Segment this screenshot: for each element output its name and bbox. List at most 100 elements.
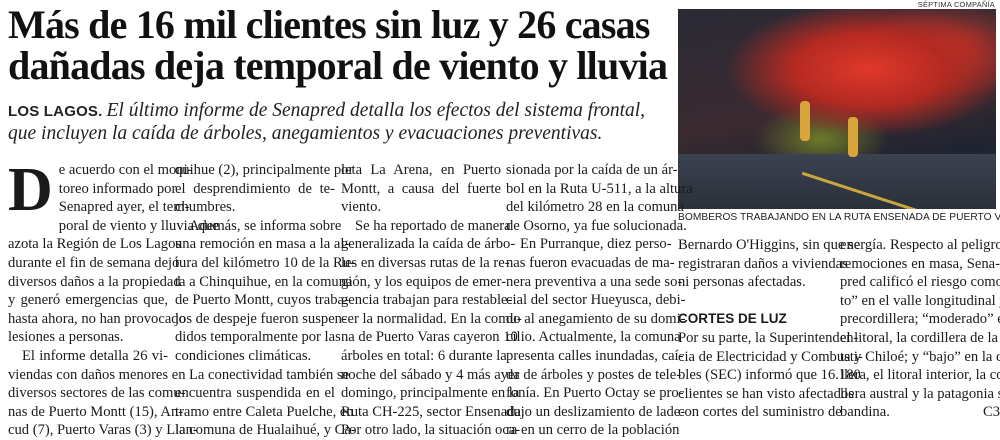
text-line: La conectividad también se: [189, 366, 350, 383]
text-line: precordillera; “moderado” en: [840, 311, 1000, 328]
column-5: Bernardo O'Higgins, sin que se registrara…: [678, 236, 863, 422]
text-line: domingo, principalmente en la: [341, 385, 520, 402]
text-line: En Purranque, diez perso-: [520, 236, 672, 253]
subhead: CORTES DE LUZ: [678, 311, 787, 327]
text-line: Se ha reportado de manera: [355, 217, 511, 234]
text-line: azota la Región de Los Lagos: [8, 236, 182, 253]
text-line: Montt, a causa del fuerte: [341, 180, 501, 197]
text-line: El informe detalla 26 vi-: [22, 347, 168, 364]
end-mark: C3: [982, 404, 1000, 421]
text-line: leta La Arena, en Puerto: [341, 162, 501, 178]
text-line: Bernardo O'Higgins, sin que se: [678, 237, 861, 253]
text-line: dujo un deslizamiento de lade-: [506, 403, 686, 420]
text-line: fonía. En Puerto Octay se pro-: [506, 385, 684, 402]
text-line: registraran daños a viviendas: [678, 255, 848, 272]
text-line: de Puerto Montt, cuyos traba-: [175, 292, 349, 309]
text-line: Además, se informa sobre: [189, 217, 342, 234]
photo-credit: SÉPTIMA COMPAÑÍA: [917, 0, 995, 9]
text-line: Senapred ayer, el tem-: [58, 199, 190, 216]
text-line: Por otro lado, la situación oca-: [341, 422, 521, 439]
text-line: presenta calles inundadas, caí-: [506, 347, 684, 364]
text-line: da de árboles y postes de tele-: [506, 366, 682, 383]
text-line: generalizada la caída de árbo-: [341, 236, 516, 253]
text-line: ta a Chinquihue, en la comuna: [175, 273, 353, 290]
text-line: condiciones climáticas.: [175, 347, 312, 364]
text-line: y generó emergencias que,: [8, 292, 168, 309]
text-line: cial del sector Hueyusca, debi-: [506, 292, 686, 309]
text-line: cud (7), Puerto Varas (3) y Llan-: [8, 422, 198, 439]
text-line: ra en un cerro de la población: [506, 422, 680, 439]
text-line: nas de Puerto Montt (15), An-: [8, 403, 184, 420]
text-line: na de Puerto Varas cayeron 10: [341, 329, 518, 346]
headline: Más de 16 mil clientes sin luz y 26 casa…: [8, 4, 673, 86]
deck-line: El último informe de Senapred detalla lo…: [106, 100, 646, 121]
deck: LOS LAGOS. El último informe de Senapred …: [8, 100, 673, 145]
text-line: noche del sábado y 4 más ayer: [341, 366, 520, 383]
firefighter: [800, 101, 810, 141]
column-3: leta La Arena, en Puerto Montt, a causa d…: [341, 161, 525, 440]
text-line: nas fueron evacuadas de ma-: [506, 254, 675, 271]
text-line: cilio. Actualmente, la comuna: [506, 329, 681, 346]
text-line: ni personas afectadas.: [678, 274, 806, 291]
headline-line: dañadas deja temporal de viento y lluvia: [8, 43, 668, 88]
paragraph: El informe detalla 26 vi-viendas con dañ…: [8, 347, 198, 440]
text-line: cer la normalidad. En la comu-: [341, 310, 522, 327]
text-line: Ruta CH-225, sector Ensenada.: [341, 403, 525, 420]
paragraph: quihue (2), principalmente por el despren…: [175, 161, 354, 217]
paragraph: La conectividad también se encuentra susp…: [175, 366, 356, 440]
text-line: e acuerdo con el moni-: [58, 162, 193, 178]
text-line: árboles en total: 6 durante la: [341, 347, 507, 364]
kicker: LOS LAGOS.: [8, 103, 103, 120]
text-line: to” en el valle longitudinal y la: [840, 292, 1000, 309]
text-line: toreo informado por: [58, 180, 177, 197]
text-line: cia de Electricidad y Combusti-: [678, 348, 863, 365]
text-line: diversos daños a la propiedad: [8, 273, 181, 290]
paragraph: Se ha reportado de manera generalizada la…: [341, 217, 525, 440]
road: [678, 154, 996, 209]
text-line: bandina. C3: [840, 403, 1000, 422]
text-line: jos de despeje fueron suspen-: [175, 310, 347, 327]
text-line: llera, el litoral interior, la cordi-: [840, 367, 1000, 384]
photo: [678, 9, 996, 209]
text-line: de Osorno, ya fue solucionada.: [506, 217, 687, 234]
text-line: energía. Respecto al peligro de: [840, 237, 1000, 253]
text-line: remociones en masa, Sena-: [840, 255, 1000, 272]
text-line: ta y Chiloé; y “bajo” en la cordi-: [840, 348, 1000, 365]
photo-caption: BOMBEROS TRABAJANDO EN LA RUTA ENSENADA …: [678, 212, 1000, 223]
text-line: didos temporalmente por las: [175, 329, 341, 346]
paragraph: sionada por la caída de un ár-bol en la …: [506, 161, 693, 235]
firefighter: [848, 117, 858, 157]
text-line: bol en la Ruta U-511, a la altura: [506, 180, 693, 197]
text-line: una remoción en masa a la al-: [175, 236, 350, 253]
column-4: sionada por la caída de un ár-bol en la …: [506, 161, 693, 440]
text-line: nera preventiva a una sede so-: [506, 273, 683, 290]
paragraph: energía. Respecto al peligro de remocione…: [840, 236, 1000, 422]
text-line: con cortes del suministro de: [678, 404, 842, 421]
text-line: del kilómetro 28 en la comuna: [506, 199, 684, 216]
text-line: tramo entre Caleta Puelche, en: [175, 403, 354, 420]
text-line: el litoral, la cordillera de la cos-: [840, 329, 1000, 346]
text-line: viento.: [341, 199, 382, 216]
text-line: clientes se han visto afectados: [678, 385, 854, 402]
column-6: energía. Respecto al peligro de remocione…: [840, 236, 1000, 422]
text-line: gencia trabajan para restable-: [341, 292, 513, 309]
text-line: do al anegamiento de su domi-: [506, 310, 686, 327]
headline-line: Más de 16 mil clientes sin luz y 26 casa…: [8, 2, 650, 47]
text-line: tura del kilómetro 10 de la Ru-: [175, 254, 355, 271]
text: bandina.: [840, 404, 890, 421]
text-line: viendas con daños menores en: [8, 366, 186, 383]
column-2: quihue (2), principalmente por el despren…: [175, 161, 356, 440]
text-line: quihue (2), principalmente por: [175, 162, 354, 178]
paragraph: leta La Arena, en Puerto Montt, a causa d…: [341, 161, 501, 217]
text-line: el desprendimiento de te-: [175, 180, 335, 197]
paragraph: e acuerdo con el moni-toreo informado po…: [8, 161, 219, 347]
text-line: Por su parte, la Superintenden-: [678, 329, 859, 346]
text-line: lesiones a personas.: [8, 329, 124, 346]
drop-cap: D: [8, 156, 53, 224]
text-line: hasta ahora, no han provocado: [8, 310, 186, 327]
deck-line: que incluyen la caída de árboles, anegam…: [8, 123, 603, 144]
text-line: poral de viento y lluvia que: [58, 217, 219, 234]
paragraph: Además, se informa sobre una remoción en …: [175, 217, 355, 366]
text-line: durante el fin de semana dejó: [8, 254, 180, 271]
